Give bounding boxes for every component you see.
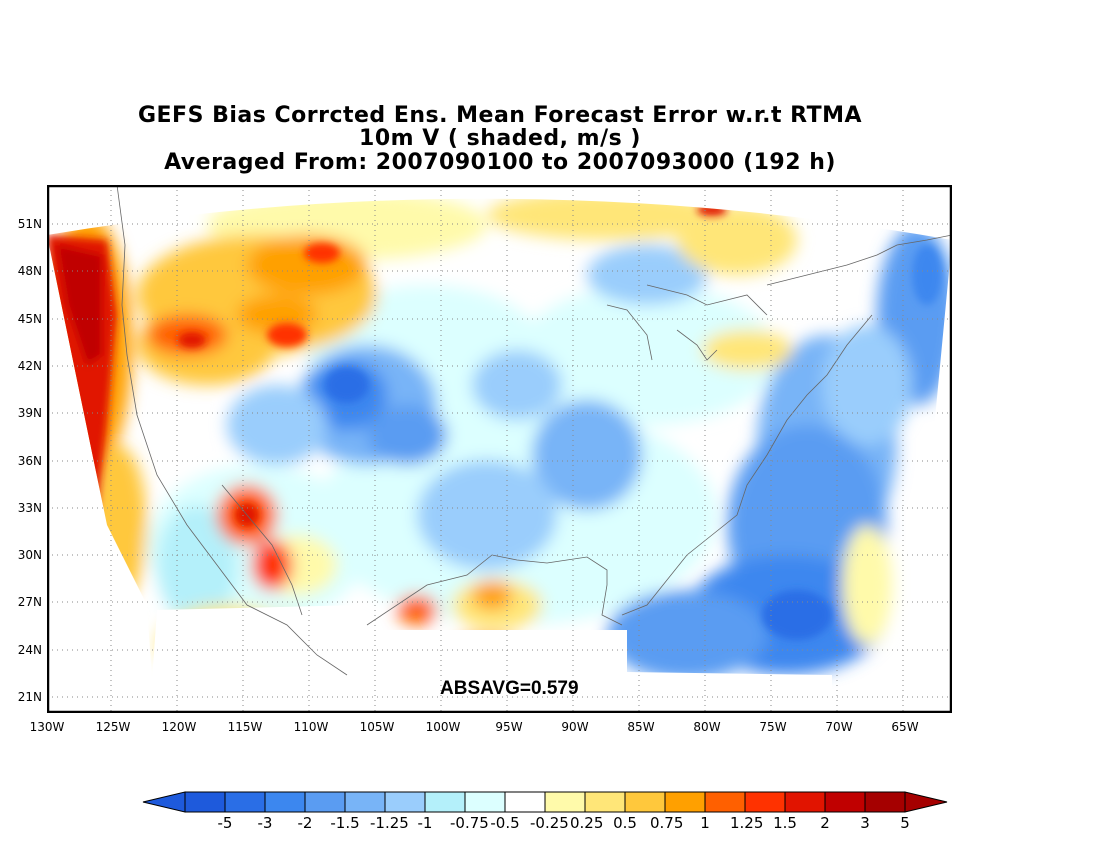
colorbar-swatch: [544, 791, 586, 813]
coastlines: [116, 185, 952, 676]
colorbar-tick-label: -5: [217, 814, 233, 832]
colorbar-swatch: [504, 791, 546, 813]
colorbar-tick-label: -0.75: [450, 814, 489, 832]
colorbar-tick-label: 2: [820, 814, 830, 832]
lon-label: 105W: [359, 720, 395, 734]
lat-label: 36N: [17, 454, 42, 468]
colorbar-tick-label: -1.5: [330, 814, 360, 832]
colorbar-tick-label: 1.25: [730, 814, 764, 832]
colorbar-swatch: [784, 791, 826, 813]
lon-label: 100W: [425, 720, 461, 734]
colorbar-swatch: [344, 791, 386, 813]
lat-label: 48N: [17, 264, 42, 278]
colorbar-tick-label: 0.5: [613, 814, 637, 832]
colorbar-tick-label: 5: [900, 814, 910, 832]
lon-label: 130W: [29, 720, 65, 734]
shaded-error-field: [47, 198, 952, 713]
lon-label: 120W: [161, 720, 197, 734]
lat-label: 39N: [17, 406, 42, 420]
colorbar-tick-label: -1: [417, 814, 433, 832]
colorbar-tick-label: -3: [257, 814, 273, 832]
lat-label: 30N: [17, 548, 42, 562]
lat-label: 27N: [17, 595, 42, 609]
colorbar-tick-label: -2: [297, 814, 313, 832]
map-frame: [47, 185, 952, 713]
map-title-line-1: GEFS Bias Corrcted Ens. Mean Forecast Er…: [137, 103, 863, 128]
map-panel: ABSAVG=0.579: [47, 185, 952, 713]
lat-label: 42N: [17, 359, 42, 373]
lon-label: 85W: [627, 720, 655, 734]
lon-label: 95W: [495, 720, 523, 734]
colorbar-swatch: [424, 791, 466, 813]
colorbar-swatch: [744, 791, 786, 813]
absavg-annotation: ABSAVG=0.579: [440, 678, 579, 699]
colorbar-tick-label: 0.75: [650, 814, 684, 832]
colorbar-swatch: [704, 791, 746, 813]
colorbar-tick-label: 3: [860, 814, 870, 832]
colorbar-swatch: [304, 791, 346, 813]
colorbar-swatch: [384, 791, 426, 813]
lat-label: 51N: [17, 217, 42, 231]
colorbar-swatch: [184, 791, 226, 813]
lon-label: 80W: [693, 720, 721, 734]
colorbar-swatch: [584, 791, 626, 813]
lon-label: 70W: [825, 720, 853, 734]
lat-label: 24N: [17, 643, 42, 657]
colorbar-tick-label: 1.5: [773, 814, 797, 832]
lat-label: 21N: [17, 690, 42, 704]
colorbar-tick-label: -1.25: [370, 814, 409, 832]
lon-label: 65W: [891, 720, 919, 734]
colorbar-underflow-arrow: [142, 791, 186, 813]
lat-label: 45N: [17, 312, 42, 326]
lon-label: 115W: [227, 720, 263, 734]
colorbar-swatch: [224, 791, 266, 813]
lon-label: 90W: [561, 720, 589, 734]
colorbar-swatch: [664, 791, 706, 813]
map-title-line-2: 10m V ( shaded, m/s ): [359, 126, 641, 151]
lon-label: 75W: [759, 720, 787, 734]
colorbar-tick-label: 1: [700, 814, 710, 832]
colorbar-swatch: [264, 791, 306, 813]
colorbar: [142, 791, 948, 813]
grid-lines: [47, 185, 952, 713]
colorbar-swatch: [464, 791, 506, 813]
colorbar-tick-label: -0.25: [530, 814, 569, 832]
colorbar-tick-label: -0.5: [490, 814, 520, 832]
lat-label: 33N: [17, 501, 42, 515]
lon-label: 125W: [95, 720, 131, 734]
colorbar-swatch: [864, 791, 906, 813]
colorbar-swatch: [824, 791, 866, 813]
map-title-line-3: Averaged From: 2007090100 to 2007093000 …: [164, 150, 836, 175]
lon-label: 110W: [293, 720, 329, 734]
colorbar-swatch: [624, 791, 666, 813]
colorbar-tick-label: 0.25: [570, 814, 604, 832]
colorbar-overflow-arrow: [904, 791, 948, 813]
